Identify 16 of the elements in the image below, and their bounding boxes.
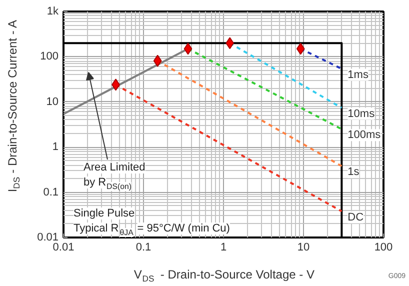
series-label: 1ms	[348, 68, 369, 81]
series-label: 1s	[348, 166, 360, 178]
y-tick-label: 100	[40, 50, 59, 63]
x-tick-label: 0.1	[136, 242, 152, 254]
y-axis-title: IDS - Drain-to-Source Current - A	[6, 20, 22, 192]
series-label: DC	[348, 211, 364, 224]
series-label: 10ms	[348, 108, 376, 120]
y-tick-label: 10	[46, 96, 59, 108]
series-label: 100ms	[348, 129, 382, 142]
y-tick-label: 1k	[46, 6, 59, 18]
x-tick-label: 10	[297, 242, 310, 254]
x-tick-label: 1	[220, 242, 227, 254]
x-tick-label: 100	[374, 242, 393, 254]
y-tick-label: 0.01	[37, 232, 59, 244]
y-tick-label: 0.1	[43, 186, 59, 198]
y-tick-label: 1	[52, 141, 59, 154]
